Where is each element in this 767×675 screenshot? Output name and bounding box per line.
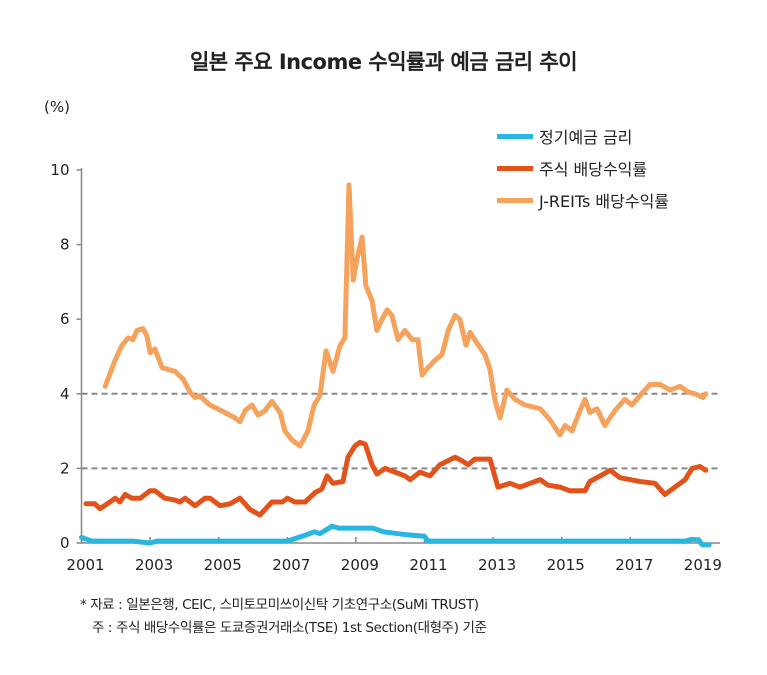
- legend-item-deposit-rate: 정기예금 금리: [497, 120, 669, 152]
- y-tick-label: 0: [60, 534, 70, 552]
- chart-title: 일본 주요 Income 수익률과 예금 금리 추이: [189, 50, 578, 74]
- x-tick-label: 2001: [66, 556, 104, 574]
- x-tick-label: 2003: [135, 556, 173, 574]
- source-note: * 자료 : 일본은행, CEIC, 스미토모미쓰이신탁 기초연구소(SuMi …: [80, 597, 479, 613]
- legend-swatch: [497, 165, 533, 171]
- x-tick-label: 2011: [409, 556, 447, 574]
- y-axis-unit-label: (%): [44, 98, 70, 116]
- legend-label: 정기예금 금리: [539, 128, 633, 147]
- y-tick-label: 2: [60, 459, 70, 477]
- legend-item-stock-dividend: 주식 배당수익률: [497, 152, 669, 184]
- y-tick-label: 4: [60, 385, 70, 403]
- legend-swatch: [497, 197, 533, 203]
- x-tick-label: 2019: [684, 556, 722, 574]
- series-line-2: [102, 182, 709, 449]
- x-tick-label: 2009: [341, 556, 379, 574]
- legend-label: J-REITs 배당수익률: [539, 192, 670, 211]
- series-line-1: [83, 439, 709, 518]
- legend-label: 주식 배당수익률: [539, 160, 648, 179]
- x-tick-label: 2015: [547, 556, 585, 574]
- y-tick-label: 10: [50, 161, 69, 179]
- y-tick-label: 8: [60, 236, 70, 254]
- series-line-0: [79, 523, 712, 548]
- x-tick-label: 2005: [204, 556, 242, 574]
- legend-swatch: [497, 133, 533, 139]
- x-tick-label: 2013: [478, 556, 516, 574]
- legend-item-jreit-dividend: J-REITs 배당수익률: [497, 184, 669, 216]
- x-tick-label: 2007: [272, 556, 310, 574]
- x-tick-label: 2017: [615, 556, 653, 574]
- legend: 정기예금 금리 주식 배당수익률 J-REITs 배당수익률: [497, 120, 669, 216]
- footnote: 주 : 주식 배당수익률은 도쿄증권거래소(TSE) 1st Section(대…: [92, 620, 487, 636]
- y-tick-label: 6: [60, 310, 70, 328]
